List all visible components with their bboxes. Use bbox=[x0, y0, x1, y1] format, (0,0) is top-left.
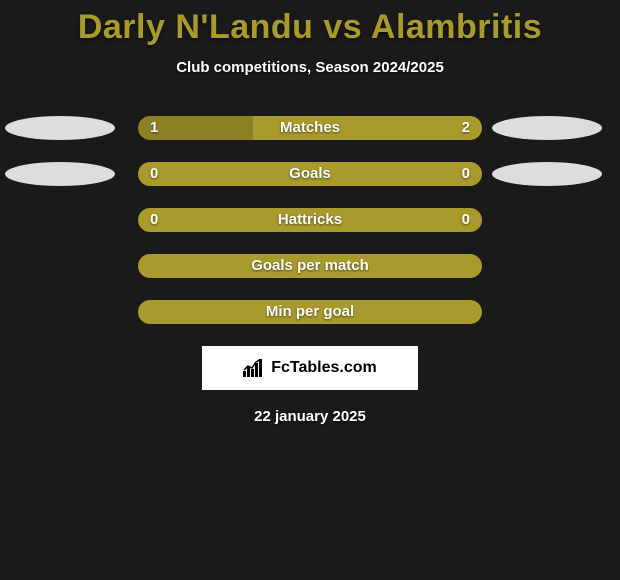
page-title: Darly N'Landu vs Alambritis bbox=[0, 0, 620, 47]
right-photo-placeholder bbox=[492, 162, 602, 186]
comparison-row: Goals per match bbox=[0, 254, 620, 278]
stat-value-left: 0 bbox=[150, 162, 158, 186]
stat-value-right: 2 bbox=[462, 116, 470, 140]
stat-value-right: 0 bbox=[462, 208, 470, 232]
left-photo-placeholder bbox=[5, 116, 115, 140]
comparison-row: Goals0 0 bbox=[0, 162, 620, 186]
comparison-row: Hattricks0 0 bbox=[0, 208, 620, 232]
stat-label: Goals bbox=[138, 162, 482, 186]
stat-value-left: 1 bbox=[150, 116, 158, 140]
left-photo-placeholder bbox=[5, 162, 115, 186]
stat-bar: Goals per match bbox=[138, 254, 482, 278]
stat-value-right: 0 bbox=[462, 162, 470, 186]
right-photo-placeholder bbox=[492, 116, 602, 140]
subtitle: Club competitions, Season 2024/2025 bbox=[0, 59, 620, 76]
stat-bar: Hattricks0 0 bbox=[138, 208, 482, 232]
stat-label: Matches bbox=[138, 116, 482, 140]
stat-bar: Matches1 2 bbox=[138, 116, 482, 140]
attribution-badge: FcTables.com bbox=[202, 346, 418, 390]
chart-icon bbox=[243, 359, 265, 377]
attribution-text: FcTables.com bbox=[271, 359, 377, 377]
stat-label: Hattricks bbox=[138, 208, 482, 232]
date-label: 22 january 2025 bbox=[0, 408, 620, 425]
stat-label: Min per goal bbox=[138, 300, 482, 324]
comparison-row: Min per goal bbox=[0, 300, 620, 324]
stat-bar: Min per goal bbox=[138, 300, 482, 324]
comparison-rows: Matches12Goals00Hattricks00Goals per mat… bbox=[0, 116, 620, 324]
stat-label: Goals per match bbox=[138, 254, 482, 278]
stat-value-left: 0 bbox=[150, 208, 158, 232]
stat-bar: Goals0 0 bbox=[138, 162, 482, 186]
comparison-row: Matches1 2 bbox=[0, 116, 620, 140]
